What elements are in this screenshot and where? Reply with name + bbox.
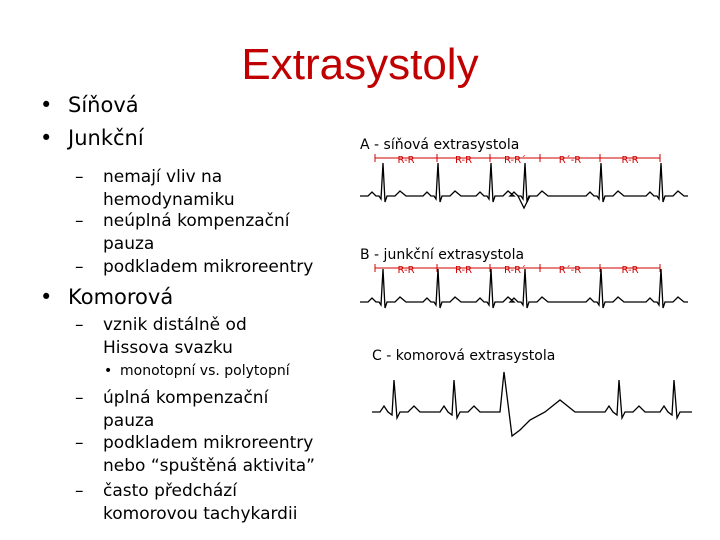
bullet-text: Hissova svazku: [103, 337, 233, 358]
bullet-marker: –: [75, 481, 84, 501]
bullet-marker: –: [75, 388, 84, 408]
interval-label: R-R: [621, 155, 638, 166]
bullet-text: komorovou tachykardii: [103, 503, 298, 524]
bullet-text: hemodynamiku: [103, 189, 235, 210]
interval-label: R-R: [621, 265, 638, 276]
interval-label: R-R´: [504, 264, 526, 276]
bullet-text: Komorová: [68, 285, 174, 309]
panel-label: C - komorová extrasystola: [372, 348, 555, 364]
bullet-marker: •: [40, 93, 53, 117]
bullet-marker: –: [75, 257, 84, 277]
bullet-text: pauza: [103, 410, 155, 431]
interval-label: R´-R: [559, 264, 582, 276]
bullet-marker: •: [104, 363, 113, 379]
bullet-marker: –: [75, 211, 84, 231]
bullet-text: nemají vliv na: [103, 167, 223, 187]
panel-label: A - síňová extrasystola: [360, 137, 519, 153]
bullet-text: podkladem mikroreentry: [103, 433, 314, 453]
bullet-text: často předchází: [103, 481, 237, 501]
slide-title: Extrasystoly: [241, 40, 479, 89]
bullet-text: monotopní vs. polytopní: [120, 363, 290, 379]
interval-label: R-R: [455, 265, 472, 276]
bullet-marker: •: [40, 285, 53, 309]
interval-label: R-R: [397, 155, 414, 166]
bullet-marker: •: [40, 126, 53, 150]
bullet-marker: –: [75, 315, 84, 335]
bullet-text: nebo “spuštěná aktivita”: [103, 455, 315, 476]
bullet-text: Síňová: [68, 93, 139, 117]
bullet-text: úplná kompenzační: [103, 388, 269, 408]
bullet-text: podkladem mikroreentry: [103, 257, 314, 277]
bullet-marker: –: [75, 167, 84, 187]
ecg-trace: [360, 162, 688, 203]
bullet-text: Junkční: [68, 126, 144, 150]
bullet-text: neúplná kompenzační: [103, 211, 290, 231]
interval-label: R-R: [455, 155, 472, 166]
panel-label: B - junkční extrasystola: [360, 247, 524, 263]
bullet-marker: –: [75, 433, 84, 453]
ecg-trace: [372, 371, 692, 438]
bullet-text: vznik distálně od: [103, 315, 247, 335]
interval-label: R-R´: [504, 154, 526, 166]
ecg-wave: [517, 195, 531, 210]
interval-label: R´-R: [559, 154, 582, 166]
ecg-trace: [360, 268, 688, 309]
bullet-text: pauza: [103, 233, 155, 254]
interval-label: R-R: [397, 265, 414, 276]
